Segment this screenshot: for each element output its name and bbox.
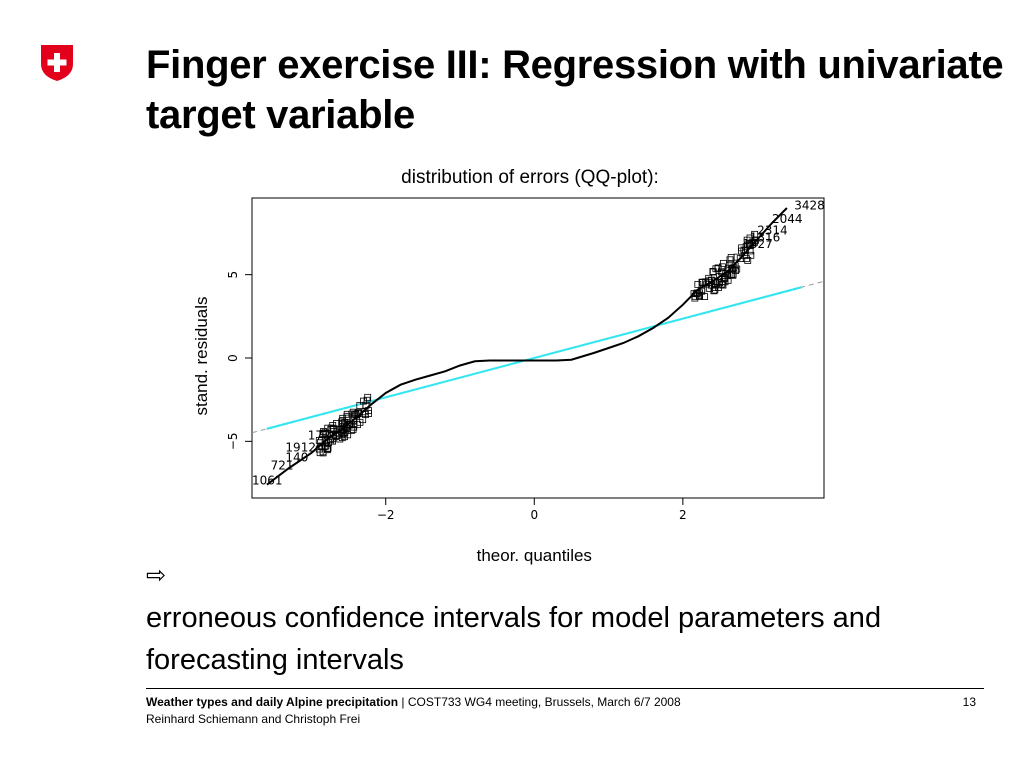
qq-point-lower-tail	[325, 438, 332, 446]
qq-point-upper-tail	[744, 241, 751, 249]
qq-point-lower-tail	[315, 436, 323, 444]
qq-point-upper-tail	[730, 264, 738, 272]
qq-point-lower-tail	[348, 410, 356, 418]
conclusion-text: erroneous confidence intervals for model…	[146, 602, 882, 676]
qq-point-upper-tail	[742, 246, 749, 254]
y-tick-label: 5	[226, 271, 240, 279]
y-tick-label: −5	[226, 432, 240, 450]
qq-point-upper-tail	[743, 236, 751, 244]
qq-point-upper-tail	[719, 281, 727, 289]
qq-point-lower-tail	[338, 428, 346, 436]
qq-point-lower-tail	[321, 428, 329, 436]
point-label: 1912	[285, 440, 316, 454]
qq-point-lower-tail	[329, 422, 337, 429]
point-label: 2044	[772, 212, 803, 226]
qq-point-upper-tail	[691, 294, 699, 302]
qq-curve	[266, 207, 788, 486]
arrow-right-icon: ⇨	[146, 561, 167, 589]
x-tick-label: 2	[679, 508, 687, 522]
footer-event: COST733 WG4 meeting, Brussels, March 6/7…	[407, 695, 681, 709]
qq-point-upper-tail	[710, 284, 718, 291]
qq-point-upper-tail	[696, 289, 703, 297]
point-label: 1316	[750, 230, 781, 244]
qq-point-upper-tail	[705, 279, 713, 287]
x-tick-label: 0	[530, 508, 538, 522]
qq-point-upper-tail	[719, 263, 726, 271]
y-axis-label: stand. residuals	[192, 296, 211, 415]
qq-point-upper-tail	[729, 271, 737, 279]
chart-caption: distribution of errors (QQ-plot):	[401, 167, 659, 188]
qq-point-lower-tail	[329, 434, 337, 442]
qq-point-upper-tail	[733, 253, 741, 261]
footer-divider	[146, 688, 984, 689]
qq-point-lower-tail	[356, 402, 364, 410]
qq-point-upper-tail	[698, 278, 706, 286]
qq-point-upper-tail	[720, 259, 727, 267]
footer-separator: |	[398, 695, 408, 709]
point-label: 721	[271, 459, 294, 473]
qq-point-lower-tail	[361, 408, 369, 416]
qq-point-lower-tail	[360, 397, 367, 405]
qq-point-upper-tail	[694, 280, 702, 288]
qq-point-upper-tail	[741, 252, 749, 259]
qq-point-upper-tail	[728, 271, 736, 279]
qq-point-lower-tail	[333, 420, 340, 427]
point-label: 1061	[252, 474, 283, 488]
qq-point-upper-tail	[726, 256, 734, 264]
qq-point-upper-tail	[709, 268, 717, 275]
y-tick-label: 0	[226, 354, 240, 362]
footer-project: Weather types and daily Alpine precipita…	[146, 695, 399, 709]
qq-point-lower-tail	[342, 423, 350, 431]
footer-authors: Reinhard Schiemann and Christoph Frei	[146, 712, 361, 726]
qq-point-lower-tail	[319, 431, 327, 438]
reference-line	[266, 286, 802, 430]
plot-area	[252, 207, 824, 486]
point-label: 3428	[794, 199, 825, 213]
qq-point-lower-tail	[316, 439, 324, 447]
qq-point-lower-tail	[356, 418, 364, 426]
qq-point-upper-tail	[742, 243, 750, 251]
slide-title: Finger exercise III: Regression with uni…	[146, 43, 1004, 137]
point-label: 2314	[757, 224, 788, 238]
qq-point-lower-tail	[354, 421, 361, 429]
qq-point-lower-tail	[339, 414, 347, 422]
qq-point-upper-tail	[751, 230, 759, 238]
x-tick-label: −2	[377, 508, 395, 522]
page-number: 13	[962, 695, 976, 709]
point-label: 140	[285, 450, 308, 464]
qq-point-lower-tail	[363, 396, 371, 404]
qq-point-lower-tail	[324, 446, 331, 454]
swiss-cross-icon	[41, 45, 73, 81]
plot-frame	[251, 197, 825, 499]
qq-point-upper-tail	[717, 268, 725, 276]
point-label: 1726	[308, 429, 339, 443]
point-label: 1827	[742, 237, 773, 251]
footer-project-line: Weather types and daily Alpine precipita…	[146, 695, 681, 709]
qq-point-upper-tail	[698, 279, 706, 286]
qq-point-upper-tail	[698, 287, 706, 295]
qq-point-lower-tail	[341, 419, 349, 426]
x-axis-label: theor. quantiles	[477, 546, 592, 565]
qq-point-lower-tail	[319, 448, 327, 456]
qq-point-upper-tail	[719, 269, 727, 277]
qq-point-lower-tail	[343, 410, 351, 418]
qq-point-lower-tail	[336, 435, 344, 443]
qq-point-lower-tail	[327, 424, 335, 432]
